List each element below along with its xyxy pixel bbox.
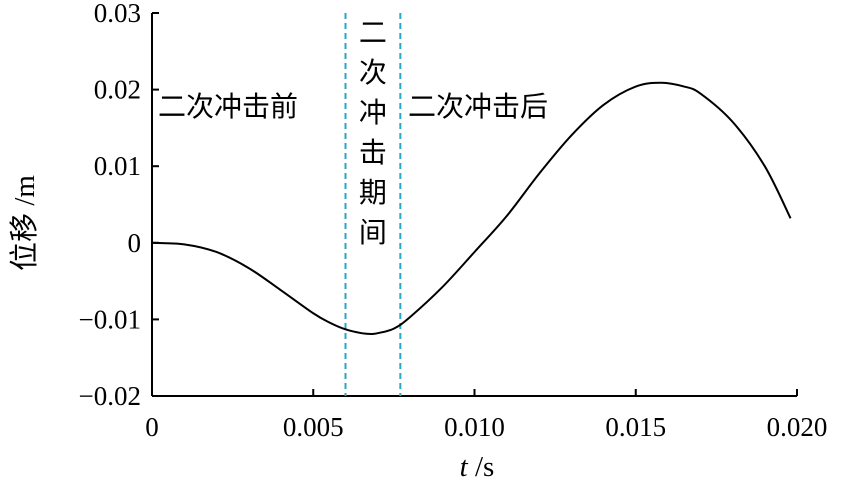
y-tick-label: 0.02 xyxy=(94,75,141,105)
label-during-shock: 二次冲击期间 xyxy=(359,16,387,249)
y-tick-label: 0.03 xyxy=(94,0,141,28)
y-axis-title: 位移 /m xyxy=(8,175,41,271)
y-ticks: −0.02 −0.01 0 0.01 0.02 0.03 xyxy=(79,0,159,411)
x-tick-label: 0.005 xyxy=(283,412,344,442)
y-tick-label: 0 xyxy=(128,228,142,258)
y-tick-label: −0.01 xyxy=(79,304,141,334)
axes xyxy=(151,13,797,397)
displacement-curve xyxy=(151,81,792,335)
y-tick-label: 0.01 xyxy=(94,151,141,181)
shock-period-lines xyxy=(344,13,402,396)
x-tick-label: 0.010 xyxy=(444,412,505,442)
x-ticks: 0 0.005 0.010 0.015 0.020 xyxy=(145,389,827,442)
x-axis-title: t /s xyxy=(460,451,495,483)
x-tick-label: 0.015 xyxy=(605,412,666,442)
label-after-shock: 二次冲击后 xyxy=(408,90,548,123)
label-before-shock: 二次冲击前 xyxy=(158,90,298,123)
x-tick-label: 0 xyxy=(145,412,159,442)
y-tick-label: −0.02 xyxy=(79,381,141,411)
x-tick-label: 0.020 xyxy=(767,412,828,442)
